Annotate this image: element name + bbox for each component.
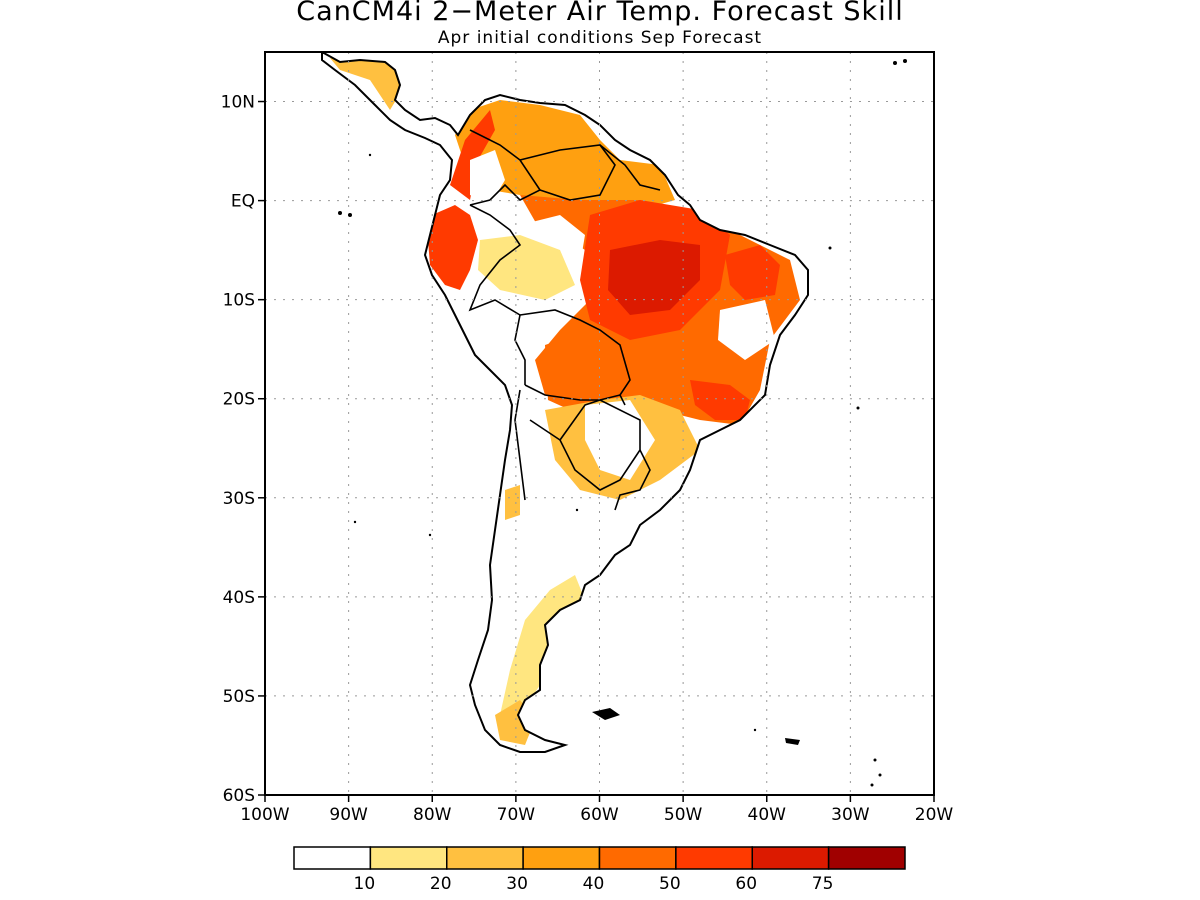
lon-tick-label: 40W: [748, 805, 787, 825]
shade-pale-1: [478, 235, 575, 300]
colorbar-label: 40: [583, 874, 605, 894]
longitude-labels: 100W 90W 80W 70W 60W 50W 40W 30W 20W: [240, 805, 953, 825]
lon-tick-label: 100W: [240, 805, 289, 825]
graticule: [265, 52, 934, 795]
lat-tick-label: 40S: [223, 588, 255, 608]
lat-tick-label: 50S: [223, 687, 255, 707]
colorbar-label: 75: [812, 874, 834, 894]
lon-tick-label: 80W: [413, 805, 452, 825]
map-title: CanCM4i 2−Meter Air Temp. Forecast Skill: [296, 0, 904, 27]
shade-white-3: [718, 300, 775, 360]
colorbar-bin: [522, 846, 601, 870]
latitude-labels: 10N EQ 10S 20S 30S 40S 50S 60S: [221, 93, 255, 806]
colorbar: [293, 846, 906, 870]
shade-white-2: [470, 150, 505, 205]
islands: [338, 59, 907, 787]
skill-shading: [330, 58, 800, 745]
lat-tick-label: 10N: [221, 93, 255, 113]
shade-ecuador: [428, 205, 478, 290]
colorbar-bin: [675, 846, 753, 870]
lon-tick-label: 70W: [497, 805, 536, 825]
shade-north: [455, 100, 675, 210]
coastline: [321, 52, 809, 753]
colorbar-bin: [293, 846, 372, 870]
lon-tick-label: 20W: [915, 805, 954, 825]
colorbar-label: 20: [430, 874, 452, 894]
shade-paraguay-white: [585, 400, 655, 480]
colorbar-bin: [751, 846, 830, 870]
lon-tick-label: 50W: [664, 805, 703, 825]
colorbar-label: 60: [735, 874, 757, 894]
colorbar-bin: [598, 846, 677, 870]
colorbar-labels: 10 20 30 40 50 60 75: [354, 874, 834, 894]
map-subtitle: Apr initial conditions Sep Forecast: [437, 28, 763, 48]
lat-tick-label: 30S: [223, 489, 255, 509]
colorbar-label: 50: [659, 874, 681, 894]
lat-tick-label: 10S: [223, 291, 255, 311]
colorbar-bin: [827, 846, 906, 870]
shade-colombia-red: [450, 110, 495, 200]
shade-chile: [505, 485, 520, 520]
lat-tick-label: 20S: [223, 390, 255, 410]
shade-patagonia-south: [495, 700, 535, 745]
lon-tick-label: 60W: [580, 805, 619, 825]
colorbar-bin: [446, 846, 524, 870]
colorbar-label: 10: [354, 874, 376, 894]
colorbar-label: 30: [506, 874, 528, 894]
colorbar-bin: [369, 846, 448, 870]
lat-tick-label: EQ: [231, 192, 255, 212]
country-borders: [468, 129, 661, 511]
lon-tick-label: 90W: [329, 805, 368, 825]
shade-east-brazil: [690, 380, 750, 420]
lat-tick-label: 60S: [223, 786, 255, 806]
map-area: [265, 52, 934, 795]
shade-central-america: [330, 58, 402, 110]
lon-tick-label: 30W: [831, 805, 870, 825]
axis-ticks: [258, 100, 935, 802]
shade-amazon-core2: [608, 240, 700, 315]
